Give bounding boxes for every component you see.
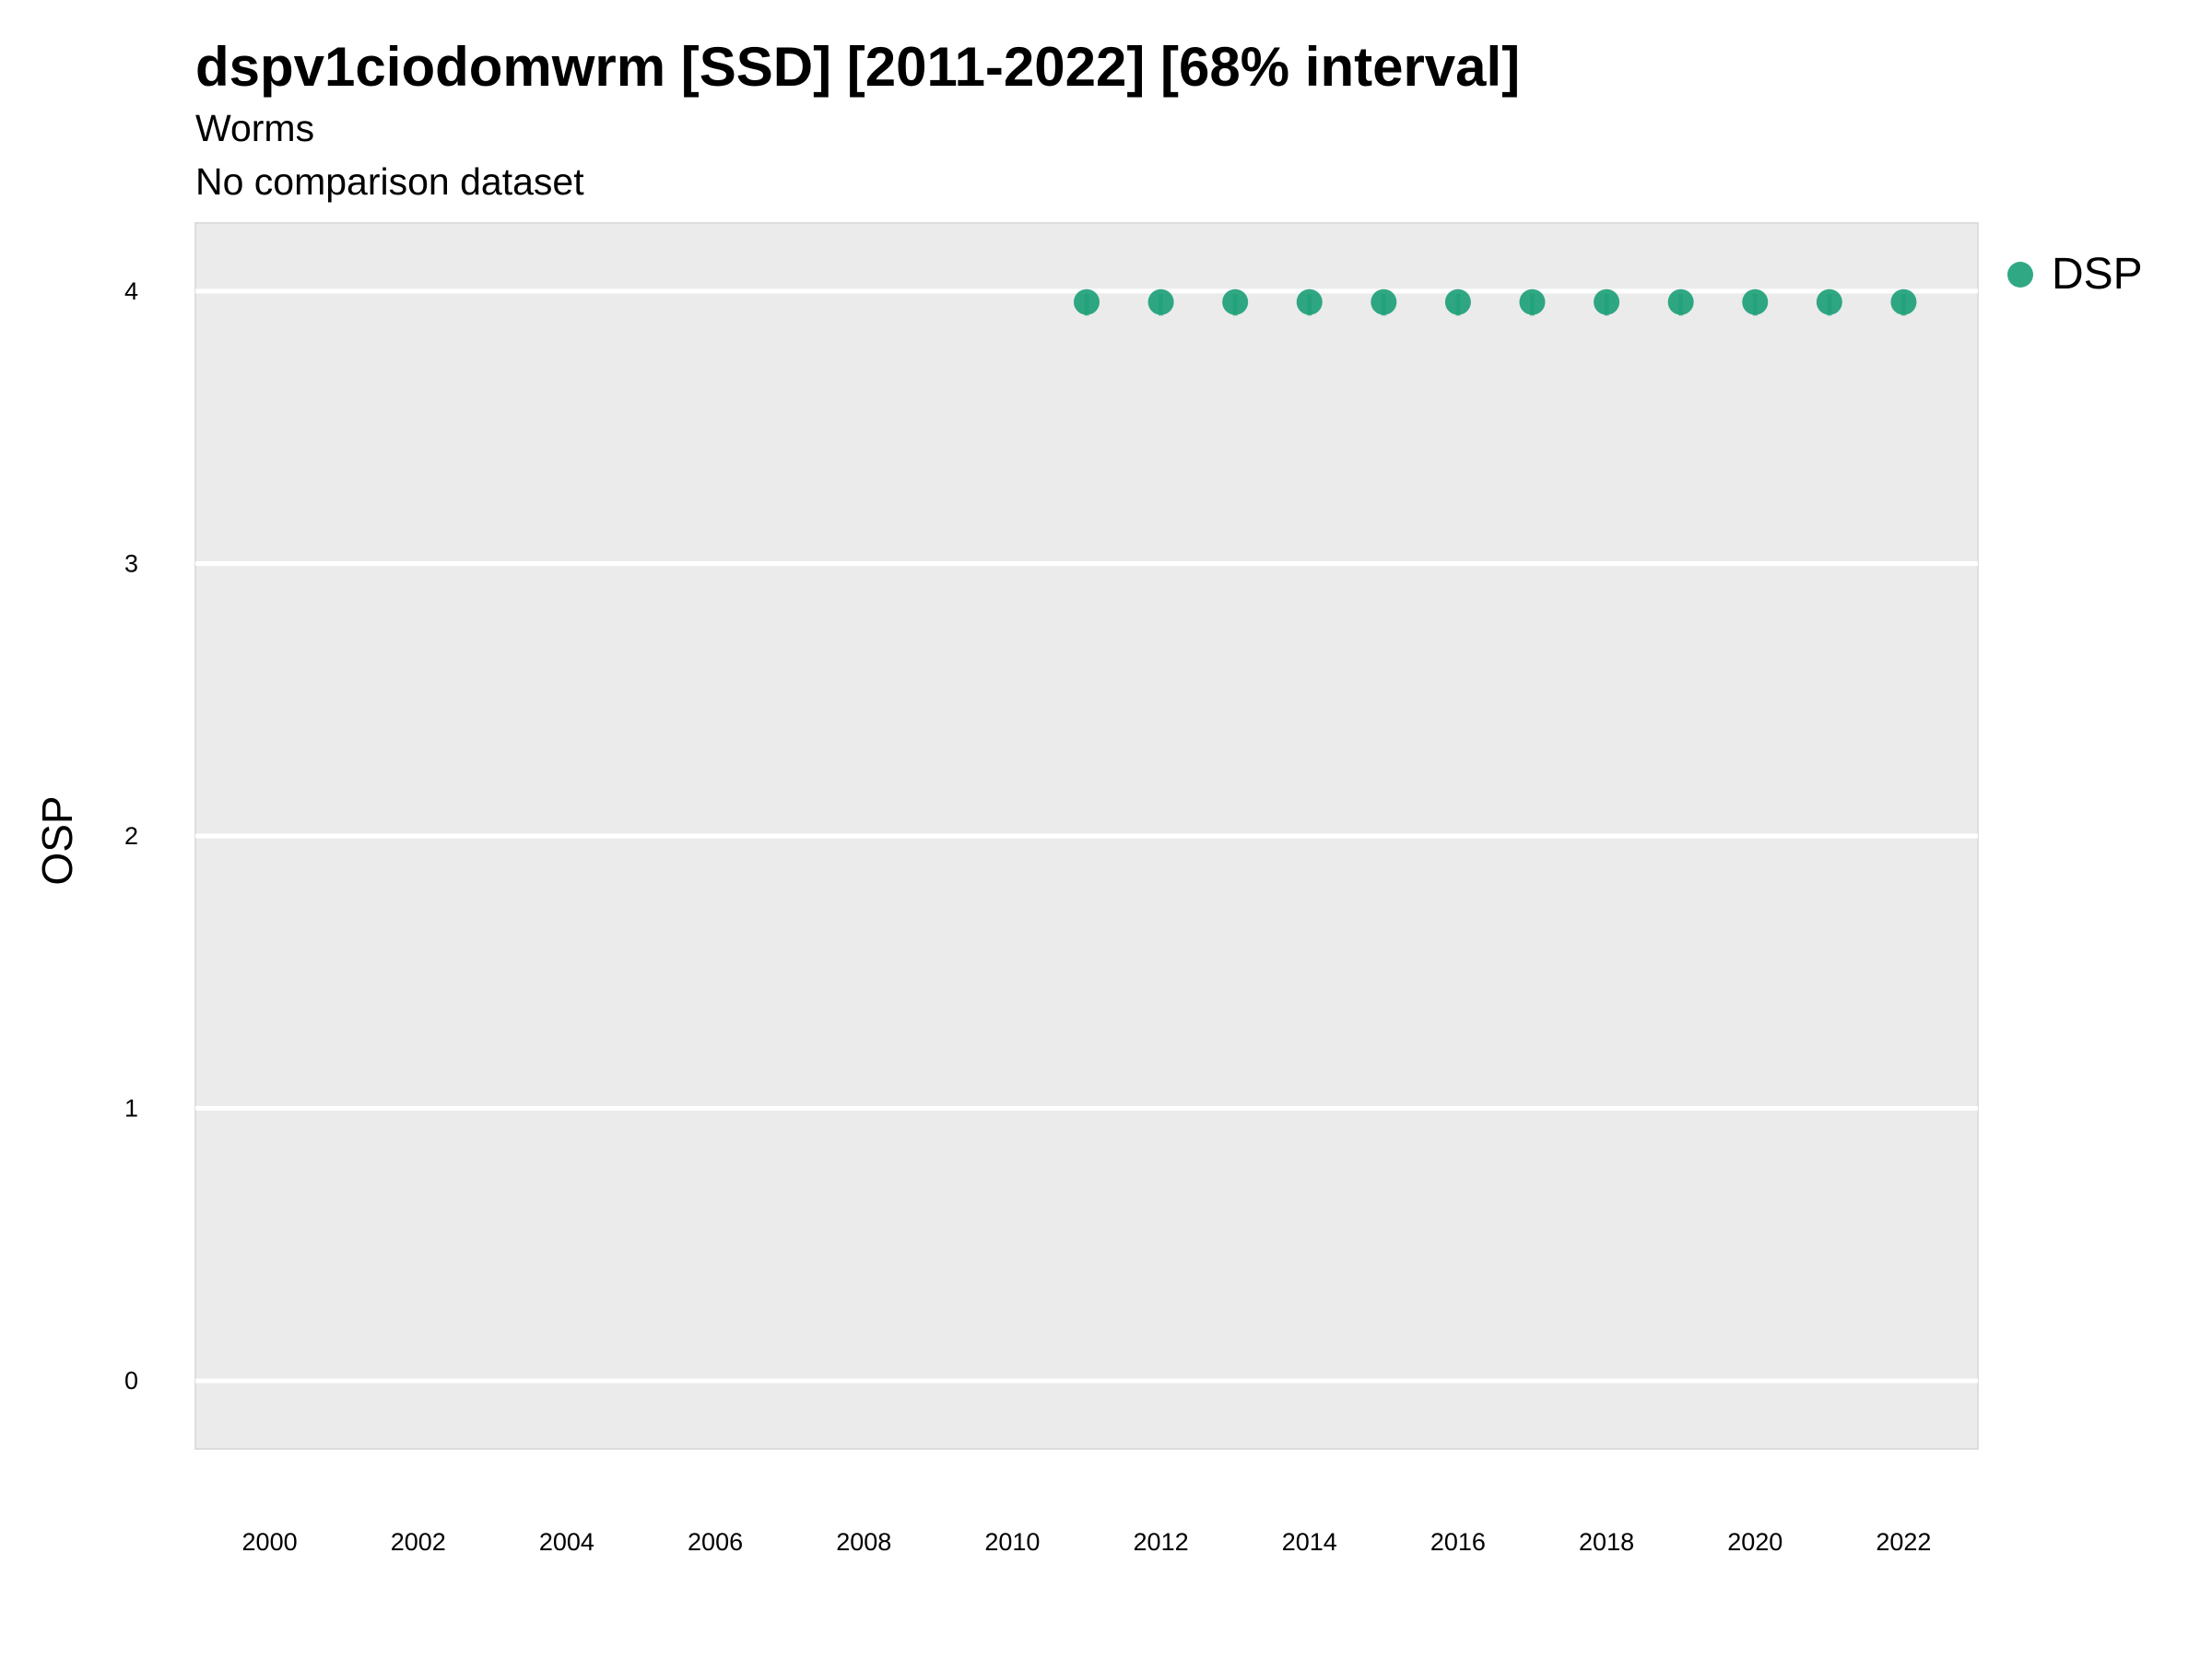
data-point: [1371, 288, 1397, 315]
chart-caption: No comparison dataset: [195, 160, 584, 203]
data-point: [1890, 288, 1917, 315]
data-point: [1444, 288, 1471, 315]
x-tick-label: 2002: [391, 1528, 446, 1556]
x-tick-label: 2014: [1282, 1528, 1337, 1556]
y-tick-label: 0: [124, 1367, 138, 1394]
x-tick-label: 2020: [1727, 1528, 1783, 1556]
chart-title: dspv1ciodomwrm [SSD] [2011-2022] [68% in…: [195, 36, 1521, 98]
legend-label-dsp: DSP: [2052, 250, 2143, 299]
y-tick-label: 1: [124, 1095, 138, 1123]
data-point: [1667, 288, 1694, 315]
data-point: [1147, 288, 1174, 315]
data-point: [1222, 288, 1249, 315]
data-point: [1519, 288, 1546, 315]
x-tick-label: 2016: [1430, 1528, 1486, 1556]
x-tick-label: 2022: [1876, 1528, 1931, 1556]
data-point: [1074, 288, 1100, 315]
legend-key-dsp: [2007, 261, 2033, 288]
x-tick-label: 2010: [984, 1528, 1040, 1556]
x-tick-label: 2008: [836, 1528, 891, 1556]
data-point: [1594, 288, 1620, 315]
data-point: [1742, 288, 1769, 315]
legend: DSP: [2007, 249, 2143, 300]
x-tick-label: 2006: [688, 1528, 743, 1556]
chart-subtitle: Worms: [195, 107, 315, 149]
x-tick-label: 2004: [539, 1528, 594, 1556]
data-point: [1816, 288, 1842, 315]
y-tick-label: 2: [124, 822, 138, 850]
data-point: [1296, 288, 1323, 315]
x-tick-label: 2012: [1134, 1528, 1189, 1556]
y-tick-label: 4: [124, 277, 138, 305]
x-tick-label: 2018: [1579, 1528, 1634, 1556]
y-tick-label: 3: [124, 549, 138, 577]
x-tick-label: 2000: [242, 1528, 298, 1556]
